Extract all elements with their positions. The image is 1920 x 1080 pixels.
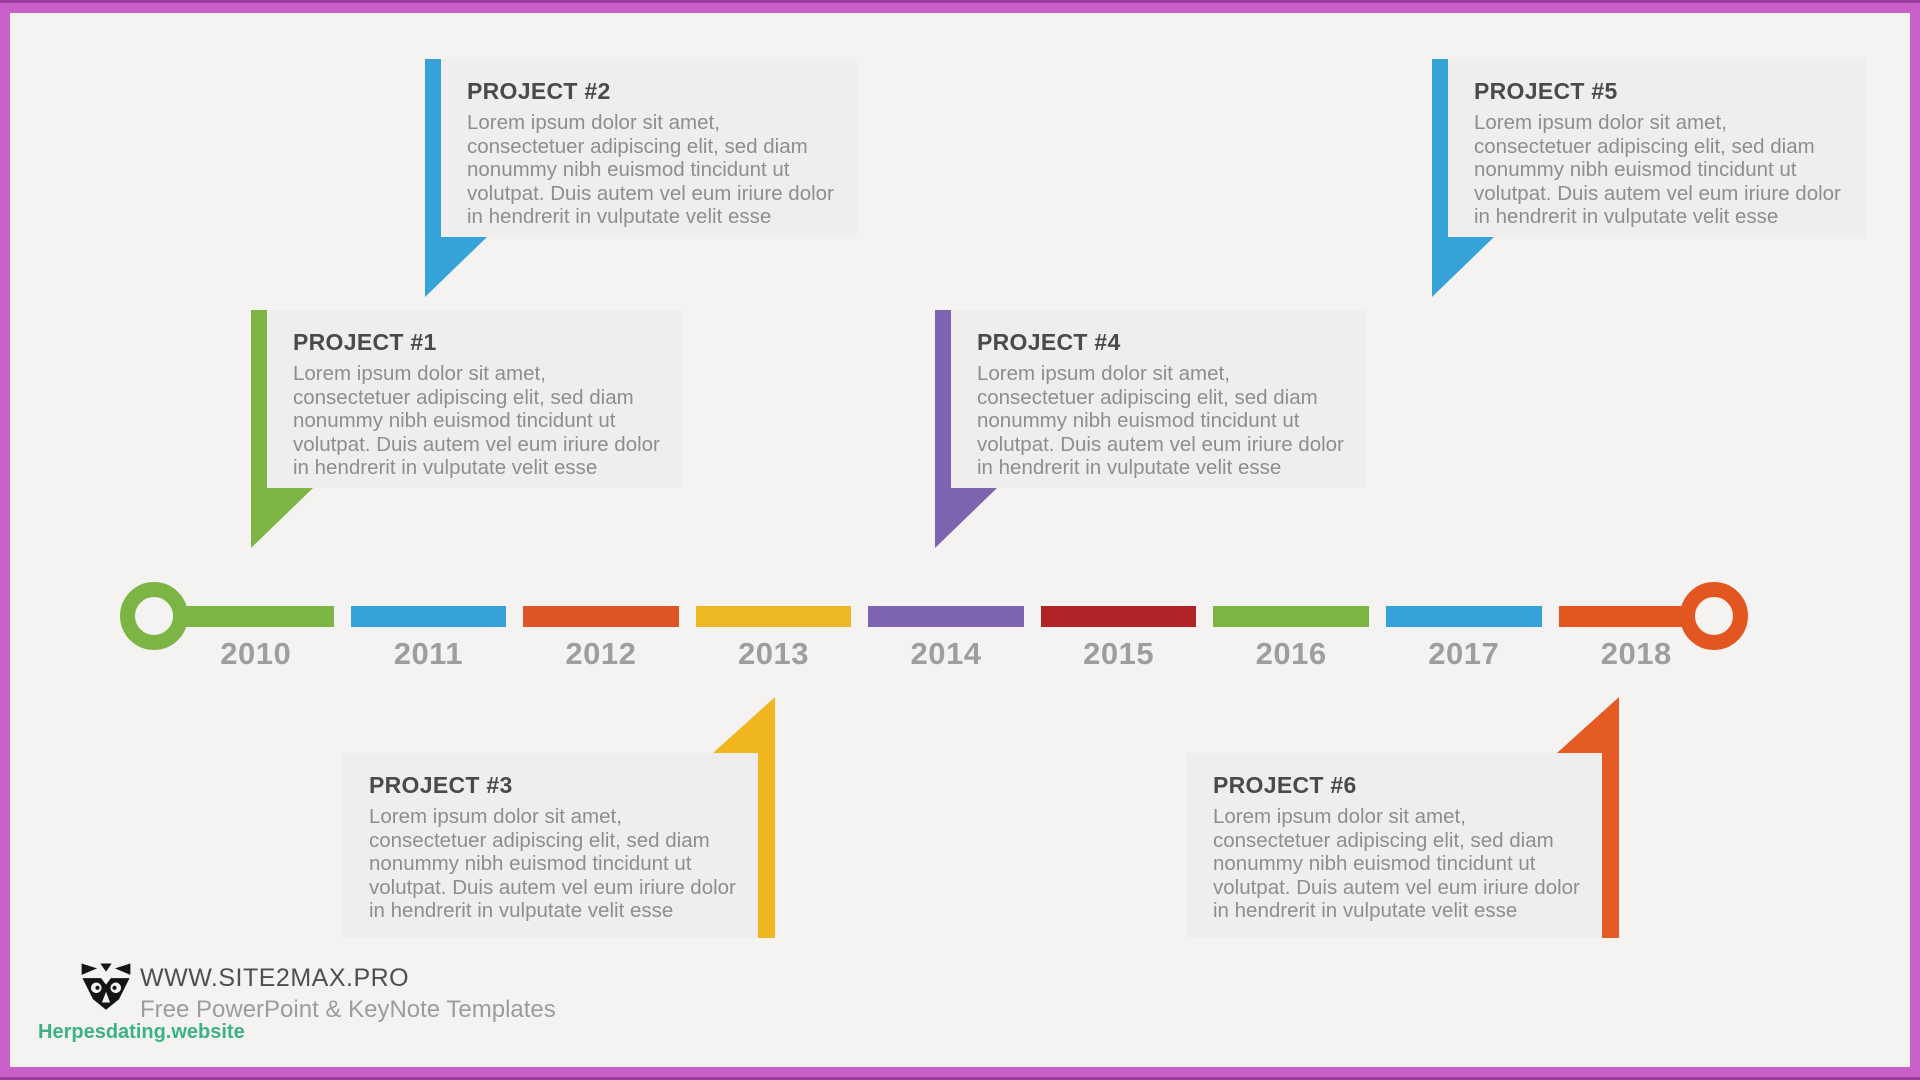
card-title: PROJECT #5 <box>1474 78 1618 104</box>
card-body: Lorem ipsum dolor sit amet, consectetuer… <box>1474 111 1841 228</box>
timeline-year-label: 2014 <box>910 636 982 671</box>
timeline-segment-2016 <box>1213 606 1369 627</box>
card-title: PROJECT #1 <box>293 329 437 355</box>
timeline-segment-2014 <box>868 606 1024 627</box>
timeline-year-label: 2011 <box>393 636 463 671</box>
card-accent-flag <box>935 488 997 548</box>
timeline-start-cap <box>120 582 188 650</box>
card-accent-flag <box>1432 237 1494 297</box>
card-body: Lorem ipsum dolor sit amet, consectetuer… <box>293 362 660 479</box>
timeline-year-label: 2017 <box>1428 636 1500 671</box>
card-accent-bar <box>1432 59 1448 237</box>
card-accent-bar <box>935 310 951 488</box>
timeline-segment-2013 <box>695 606 852 627</box>
timeline-year-label: 2012 <box>565 636 637 671</box>
card-title: PROJECT #6 <box>1213 772 1357 798</box>
timeline-segment-2015 <box>1040 606 1197 627</box>
timeline-end-cap <box>1680 582 1748 650</box>
timeline-segment-2010 <box>178 606 334 627</box>
timeline-year-label: 2013 <box>737 636 809 671</box>
card-accent-bar <box>425 59 441 237</box>
footer-site-url: WWW.SITE2MAX.PRO <box>140 964 410 992</box>
timeline-segment-2017 <box>1385 606 1542 627</box>
card-accent-flag <box>1557 697 1619 753</box>
card-accent-flag <box>425 237 487 297</box>
card-body: Lorem ipsum dolor sit amet, consectetuer… <box>467 111 834 228</box>
timeline-year-label: 2016 <box>1255 636 1327 671</box>
card-title: PROJECT #3 <box>369 772 513 798</box>
timeline-year-label: 2015 <box>1083 636 1155 671</box>
timeline-year-label: 2010 <box>220 636 292 671</box>
card-accent-flag <box>713 697 775 753</box>
timeline-segment-2018 <box>1558 606 1715 627</box>
timeline-segment-2011 <box>350 606 507 627</box>
card-title: PROJECT #4 <box>977 329 1121 355</box>
card-accent-bar <box>1602 753 1619 938</box>
card-body: Lorem ipsum dolor sit amet, consectetuer… <box>977 362 1344 479</box>
footer-tagline: Free PowerPoint & KeyNote Templates <box>140 996 556 1023</box>
watermark-link[interactable]: Herpesdating.website <box>38 1021 245 1043</box>
card-body: Lorem ipsum dolor sit amet, consectetuer… <box>1213 805 1580 922</box>
card-body: Lorem ipsum dolor sit amet, consectetuer… <box>369 805 736 922</box>
timeline-segments <box>178 606 1715 627</box>
card-title: PROJECT #2 <box>467 78 611 104</box>
raccoon-logo-icon <box>81 963 131 1010</box>
card-accent-flag <box>251 488 313 548</box>
timeline-year-label: 2018 <box>1600 636 1672 671</box>
timeline-labels: 2010 2011 2012 2013 2014 2015 2016 2017 2018 <box>178 636 1714 676</box>
timeline-segment-2012 <box>523 606 679 627</box>
card-accent-bar <box>251 310 267 488</box>
card-accent-bar <box>758 753 775 938</box>
